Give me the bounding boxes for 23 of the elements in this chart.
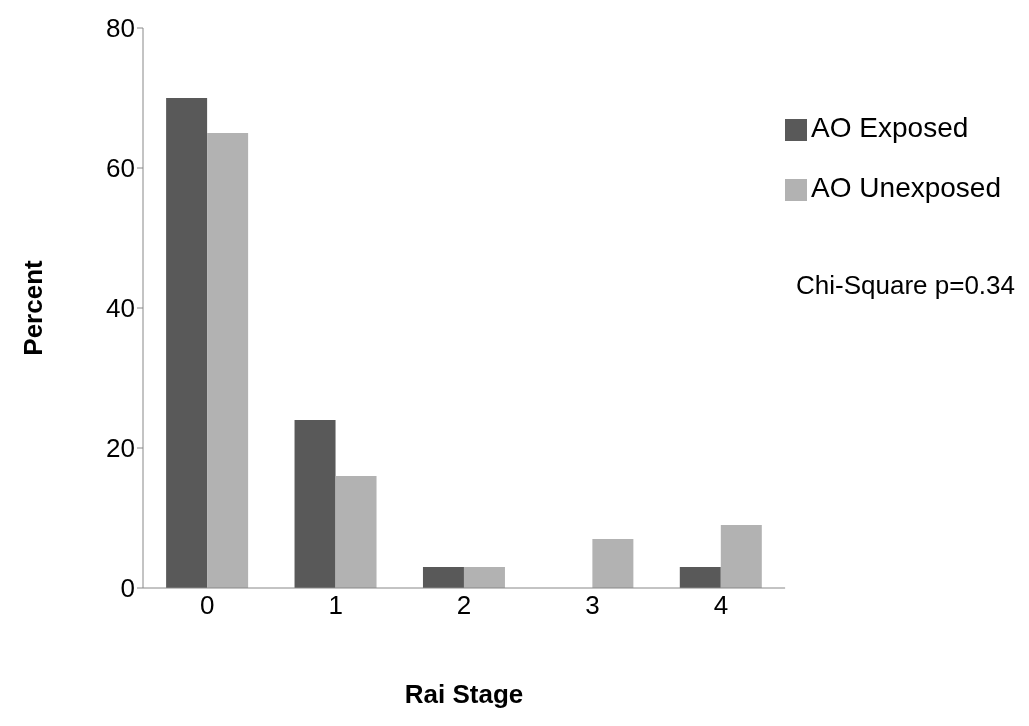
legend-label: AO Unexposed [811,172,1001,203]
y-tick-label: 60 [106,153,135,184]
x-tick-label: 1 [328,590,343,621]
y-tick-label: 80 [106,13,135,44]
bar [166,98,208,588]
y-tick-label: 40 [106,293,135,324]
bar [207,133,249,588]
y-tick-label: 20 [106,433,135,464]
text: Chi-Square p=0.34 [796,270,1015,301]
bar [463,567,505,588]
bar [720,525,762,588]
bar [592,539,634,588]
y-axis-title: Percent [18,259,49,356]
x-tick-label: 3 [585,590,600,621]
bar [335,476,377,588]
x-tick-label: 2 [456,590,472,621]
bar [422,567,464,588]
bar [294,420,336,588]
x-tick-label: 0 [199,590,215,621]
x-axis-title: Rai Stage [404,679,524,709]
bar [679,567,721,588]
x-tick-label: 4 [713,590,729,621]
legend-label: AO Exposed [811,112,969,143]
